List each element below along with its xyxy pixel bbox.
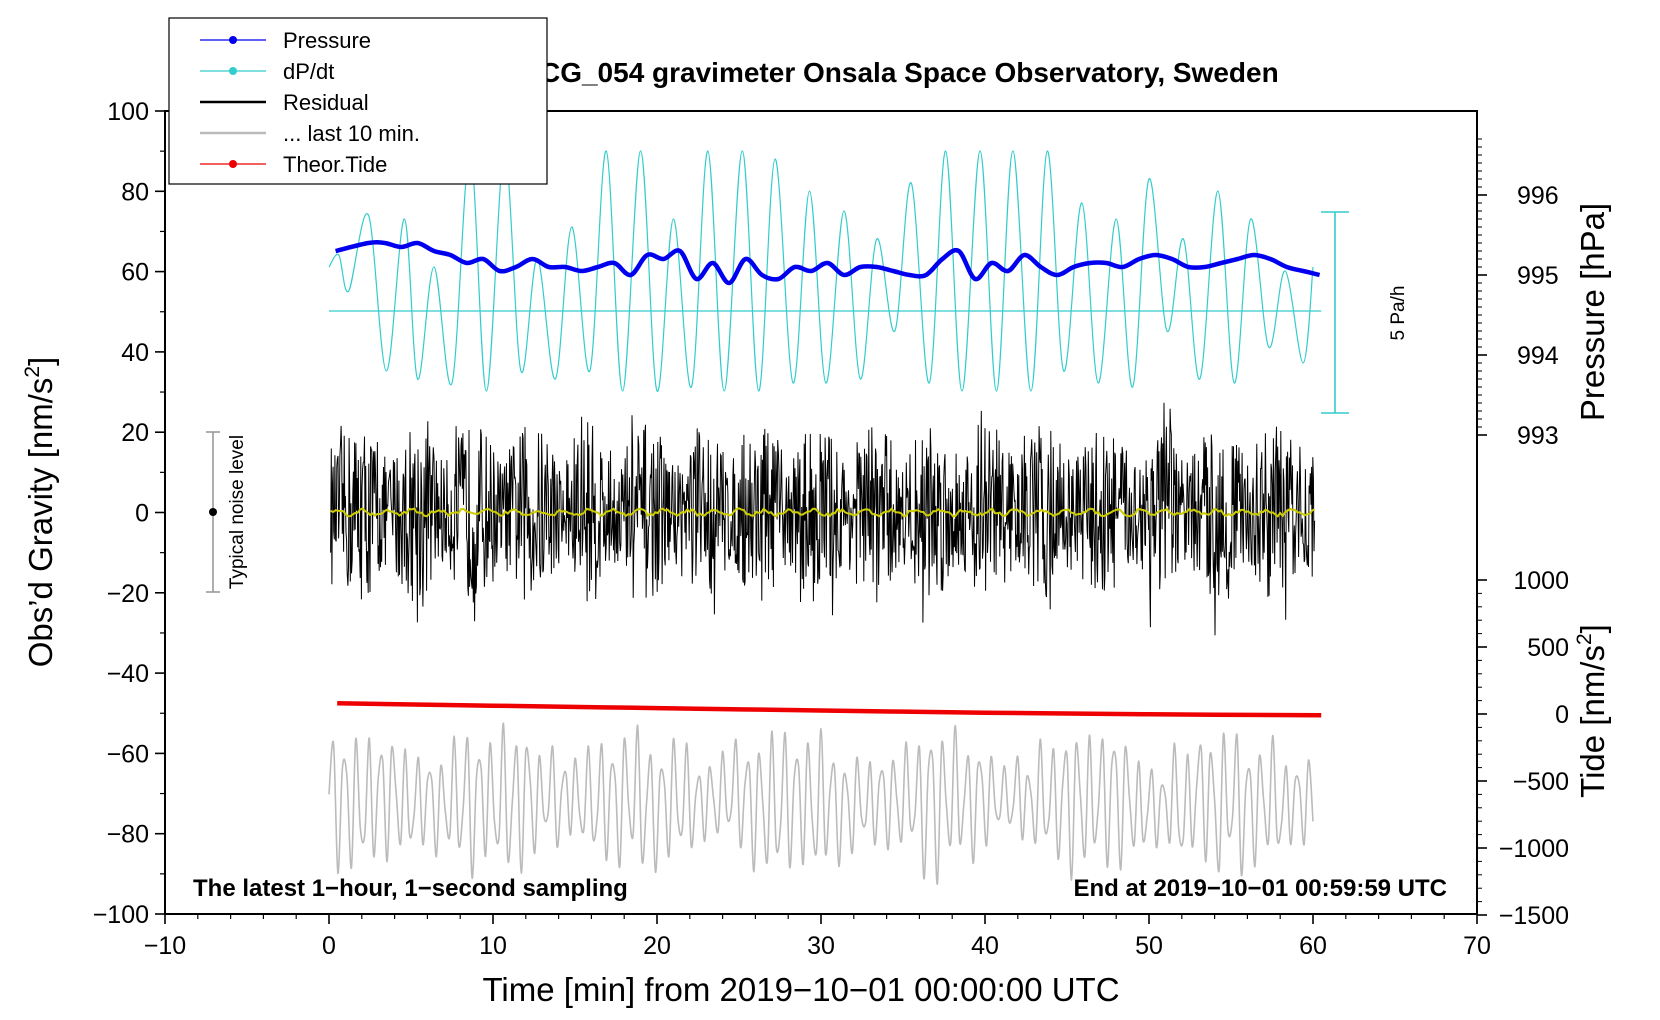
tide-axis-title: Tide [nm/s2] [1573, 624, 1611, 798]
residual-series [330, 402, 1316, 636]
dpdt-scale-label: 5 Pa/h [1388, 286, 1409, 341]
x-axis-ticks: −10 0 10 20 30 40 50 60 70 [144, 914, 1491, 960]
legend-marker [229, 160, 237, 168]
legend-label: dP/dt [283, 59, 334, 84]
y-tick-label: −60 [107, 740, 149, 768]
y-tick-label: 80 [121, 178, 149, 206]
pressure-tick-label: 996 [1517, 182, 1559, 210]
y-tick-label: 0 [135, 500, 149, 528]
residual-smoothed-series [330, 507, 1315, 518]
pressure-series [335, 239, 1321, 286]
y-tick-label: −80 [107, 821, 149, 849]
tide-tick-label: −1000 [1499, 835, 1569, 863]
pressure-axis-ticks: 993 994 995 996 [1477, 138, 1559, 450]
y-axis-title: Obs’d Gravity [nm/s2] [21, 357, 59, 668]
x-tick-label: 10 [479, 932, 507, 960]
y-tick-label: −100 [93, 901, 149, 929]
legend-label: ... last 10 min. [283, 121, 420, 146]
y-tick-label: −40 [107, 660, 149, 688]
tide-tick-label: −500 [1513, 768, 1569, 796]
x-tick-label: 60 [1299, 932, 1327, 960]
legend-marker [229, 67, 237, 75]
legend-label: Pressure [283, 28, 371, 53]
x-tick-label: 40 [971, 932, 999, 960]
annotation-right: End at 2019−10−01 00:59:59 UTC [1073, 875, 1447, 902]
y-tick-label: −20 [107, 580, 149, 608]
residual-smoothed-line [330, 507, 1315, 518]
noise-level-dot [209, 508, 217, 516]
last-10-min-series [328, 722, 1314, 885]
tide-tick-label: 1000 [1513, 567, 1569, 595]
x-tick-label: 70 [1463, 932, 1491, 960]
y-tick-label: 100 [107, 98, 149, 126]
x-axis-title: Time [min] from 2019−10−01 00:00:00 UTC [482, 971, 1119, 1008]
x-tick-label: 0 [322, 932, 336, 960]
tide-tick-label: 500 [1527, 634, 1569, 662]
x-tick-label: 20 [643, 932, 671, 960]
y-axis-ticks: −100 −80 −60 −40 −20 0 20 40 60 80 100 [93, 98, 165, 929]
legend-item: Pressure [200, 28, 371, 53]
last-10-min-line [328, 722, 1314, 885]
tide-axis-ticks: −1500 −1000 −500 0 500 1000 [1477, 567, 1569, 930]
pressure-tick-label: 993 [1517, 422, 1559, 450]
dpdt-scale-bar [1321, 211, 1349, 414]
y-tick-label: 20 [121, 419, 149, 447]
x-tick-label: −10 [144, 932, 186, 960]
y-tick-label: 40 [121, 339, 149, 367]
legend: Pressure dP/dt Residual ... last 10 min. The… [168, 17, 548, 185]
legend-label: Theor.Tide [283, 152, 387, 177]
tide-tick-label: −1500 [1499, 902, 1569, 930]
pressure-tick-label: 994 [1517, 342, 1559, 370]
pressure-line [335, 239, 1321, 286]
theoretical-tide-series [337, 701, 1322, 718]
pressure-tick-label: 995 [1517, 262, 1559, 290]
residual-line [330, 402, 1316, 636]
x-tick-label: 50 [1135, 932, 1163, 960]
legend-label: Residual [283, 90, 369, 115]
y-tick-label: 60 [121, 259, 149, 287]
noise-level-label: Typical noise level [227, 435, 248, 589]
annotation-left: The latest 1−hour, 1−second sampling [193, 875, 628, 902]
legend-item: Theor.Tide [200, 152, 387, 177]
chart-title: SCG_054 gravimeter Onsala Space Observat… [521, 57, 1278, 88]
legend-item: Residual [200, 90, 369, 115]
tide-line [337, 701, 1322, 718]
x-tick-label: 30 [807, 932, 835, 960]
legend-item: dP/dt [200, 59, 334, 84]
tide-tick-label: 0 [1555, 701, 1569, 729]
legend-item: ... last 10 min. [200, 121, 420, 146]
pressure-axis-title: Pressure [hPa] [1574, 203, 1611, 421]
legend-marker [229, 36, 237, 44]
